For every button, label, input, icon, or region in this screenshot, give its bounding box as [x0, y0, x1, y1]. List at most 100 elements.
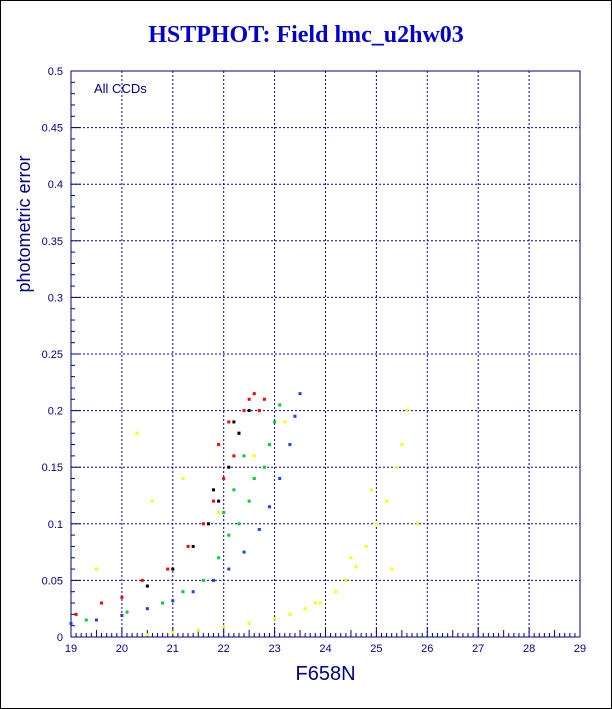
y-tick-label: 0.15	[42, 462, 63, 474]
data-point	[268, 505, 272, 509]
data-point	[349, 556, 353, 560]
data-point	[415, 522, 419, 526]
data-point	[140, 578, 144, 582]
data-point	[171, 630, 175, 634]
data-point	[273, 617, 277, 621]
data-point	[196, 628, 200, 632]
data-point	[186, 544, 190, 548]
data-point	[262, 397, 266, 401]
data-point	[364, 544, 368, 548]
data-point	[100, 601, 104, 605]
y-tick-label: 0	[57, 632, 63, 644]
data-point	[222, 510, 226, 514]
data-point	[242, 550, 246, 554]
data-point	[135, 431, 139, 435]
x-tick-label: 24	[319, 643, 331, 655]
y-tick-label: 0.25	[42, 349, 63, 361]
data-point	[120, 595, 124, 599]
data-point	[344, 578, 348, 582]
data-point	[395, 465, 399, 469]
data-point	[273, 420, 277, 424]
data-point	[232, 488, 236, 492]
data-point	[247, 409, 251, 413]
data-point	[237, 522, 241, 526]
data-point	[252, 392, 256, 396]
data-point	[181, 477, 185, 481]
data-point	[94, 567, 98, 571]
data-point	[191, 544, 195, 548]
data-point	[354, 565, 358, 569]
data-point	[400, 443, 404, 447]
data-point	[247, 397, 251, 401]
data-point	[217, 556, 221, 560]
series-yellow	[94, 409, 419, 637]
x-tick-label: 25	[370, 643, 382, 655]
data-point	[145, 633, 149, 637]
data-point	[227, 567, 231, 571]
data-point	[84, 618, 88, 622]
data-point	[278, 477, 282, 481]
data-point	[242, 409, 246, 413]
data-point	[293, 414, 297, 418]
data-point	[237, 431, 241, 435]
data-point	[217, 499, 221, 503]
data-point	[232, 420, 236, 424]
chart-title: HSTPHOT: Field lmc_u2hw03	[148, 22, 464, 48]
x-tick-label: 23	[268, 643, 280, 655]
data-point	[303, 607, 307, 611]
data-point	[369, 488, 373, 492]
x-tick-label: 26	[421, 643, 433, 655]
data-point	[212, 488, 216, 492]
y-tick-label: 0.4	[48, 179, 63, 191]
data-point	[262, 465, 266, 469]
x-axis-label: F658N	[295, 663, 355, 685]
series-dark	[145, 409, 251, 588]
data-point	[145, 607, 149, 611]
data-point	[191, 590, 195, 594]
data-point	[252, 477, 256, 481]
data-point	[222, 477, 226, 481]
data-point	[181, 590, 185, 594]
data-point	[171, 599, 175, 603]
data-point	[145, 584, 149, 588]
y-tick-label: 0.45	[42, 123, 63, 135]
data-point	[120, 613, 124, 617]
data-point	[252, 454, 256, 458]
data-point	[288, 612, 292, 616]
data-point	[257, 409, 261, 413]
data-point	[150, 499, 154, 503]
y-tick-label: 0.35	[42, 236, 63, 248]
data-point	[334, 590, 338, 594]
data-point	[227, 420, 231, 424]
y-tick-label: 0.05	[42, 575, 63, 587]
x-tick-label: 20	[116, 643, 128, 655]
data-point	[268, 443, 272, 447]
data-point	[298, 392, 302, 396]
data-point	[242, 454, 246, 458]
annotation-all-ccds: All CCDs	[94, 81, 147, 96]
data-point	[374, 522, 378, 526]
data-point	[257, 527, 261, 531]
data-point	[283, 420, 287, 424]
data-point	[161, 601, 165, 605]
data-point	[222, 625, 226, 629]
x-tick-label: 22	[218, 643, 230, 655]
data-point	[227, 533, 231, 537]
y-tick-label: 0.1	[48, 519, 63, 531]
data-point	[288, 443, 292, 447]
x-tick-label: 28	[523, 643, 535, 655]
data-point	[166, 567, 170, 571]
y-tick-label: 0.5	[48, 66, 63, 78]
x-tick-label: 19	[65, 643, 77, 655]
data-point	[69, 621, 73, 625]
x-tick-label: 21	[167, 643, 179, 655]
y-tick-label: 0.3	[48, 292, 63, 304]
data-point	[171, 567, 175, 571]
series-red	[74, 392, 266, 616]
data-point	[405, 409, 409, 413]
data-point	[212, 499, 216, 503]
data-point	[227, 465, 231, 469]
data-point	[94, 618, 98, 622]
data-point	[390, 567, 394, 571]
